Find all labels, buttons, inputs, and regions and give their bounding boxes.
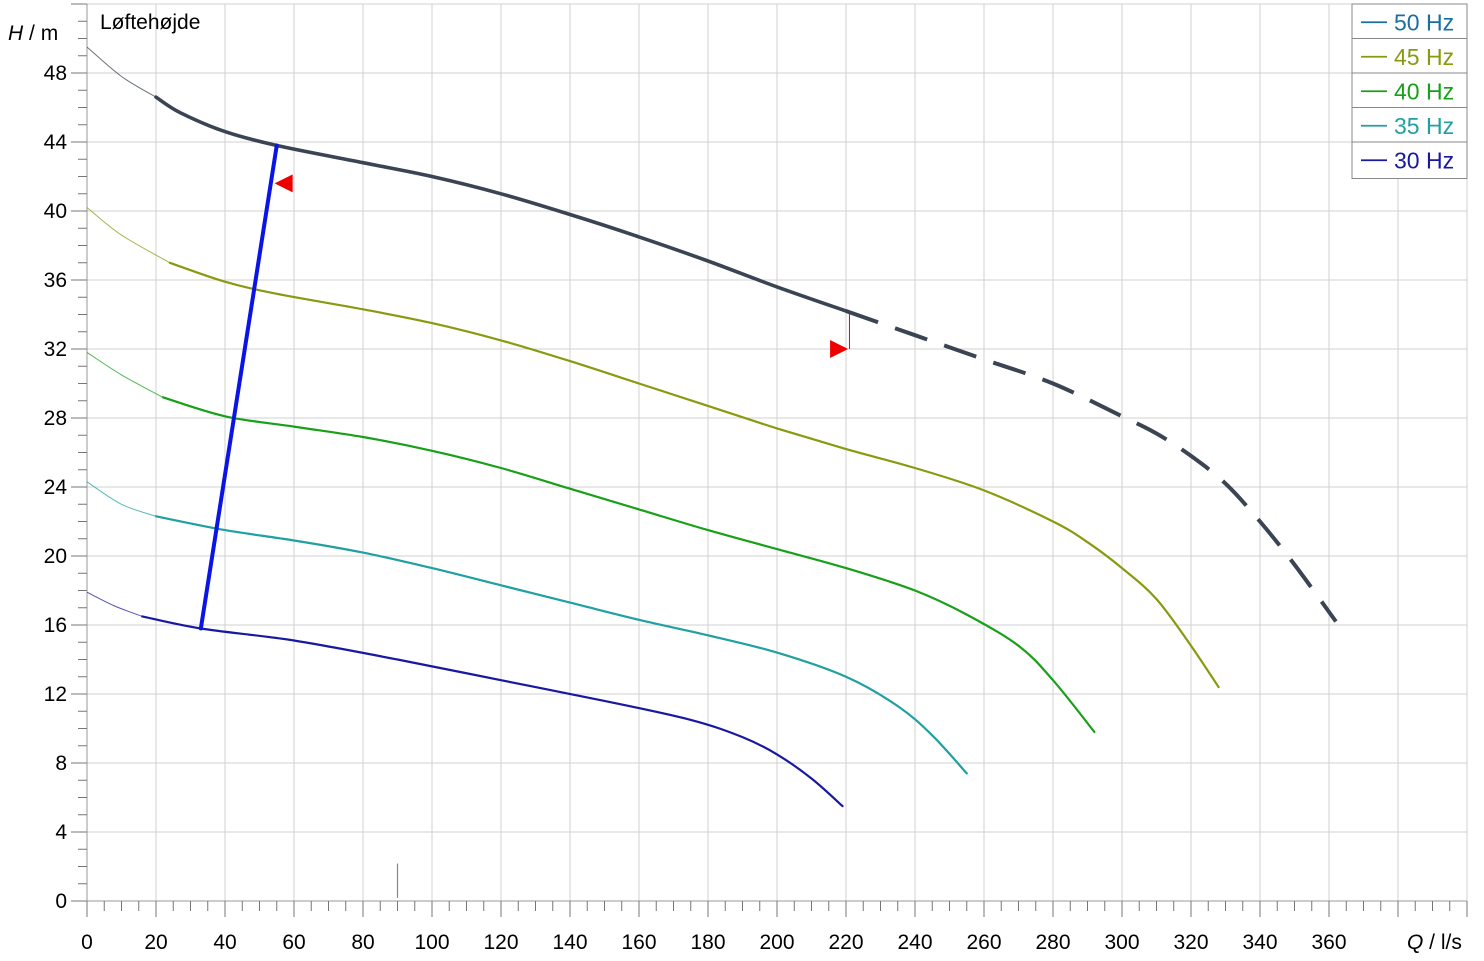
curve-leadin-30-hz: [86, 591, 143, 617]
y-tick-label: 32: [44, 338, 67, 361]
x-tick-label: 300: [1104, 931, 1139, 954]
x-tick-label: 140: [552, 931, 587, 954]
legend-label-40-hz: 40 Hz: [1394, 78, 1454, 104]
curve-leadin-35-hz: [86, 481, 157, 517]
y-tick-label: 44: [44, 131, 68, 154]
x-tick-label: 160: [621, 931, 656, 954]
legend-label-35-hz: 35 Hz: [1394, 113, 1454, 139]
y-axis-unit: m: [41, 22, 59, 45]
y-tick-label: 48: [44, 62, 67, 85]
curve-leadin-45-hz: [86, 207, 171, 264]
y-axis-separator: /: [23, 22, 41, 45]
y-tick-label: 40: [44, 200, 67, 223]
x-tick-label: 220: [828, 931, 863, 954]
x-tick-label: 360: [1311, 931, 1346, 954]
x-tick-label: 80: [351, 931, 374, 954]
legend: 50 Hz 45 Hz 40 Hz 35 Hz 30 Hz: [1351, 3, 1468, 179]
x-axis-label: Q / l/s: [1407, 931, 1462, 954]
x-tick-label: 320: [1173, 931, 1208, 954]
marker-triangle-right: [830, 340, 849, 358]
legend-label-45-hz: 45 Hz: [1394, 44, 1454, 70]
x-tick-label: 120: [483, 931, 518, 954]
y-tick-label: 8: [55, 752, 67, 775]
x-axis-symbol: Q: [1407, 931, 1423, 954]
curve-extrapolated-50-hz: [845, 309, 1338, 623]
curve-45-hz: [168, 261, 1220, 689]
y-tick-label: 28: [44, 407, 67, 430]
curve-leadin-40-hz: [86, 351, 164, 398]
operating-range-line: [198, 143, 279, 631]
y-tick-label: 4: [55, 821, 67, 844]
curves: [86, 46, 1338, 808]
grid-major: [86, 3, 1468, 902]
x-axis-separator: /: [1423, 931, 1441, 954]
x-tick-label: 40: [213, 931, 236, 954]
curve-35-hz: [154, 515, 968, 775]
x-axis-unit: l/s: [1441, 931, 1462, 954]
overlay-marks: [198, 143, 850, 898]
x-tick-label: 180: [690, 931, 725, 954]
curve-50-hz: [154, 95, 848, 313]
x-tick-label: 340: [1242, 931, 1277, 954]
curve-40-hz: [161, 396, 1096, 734]
axes: [71, 3, 1468, 917]
y-tick-label: 24: [44, 476, 68, 499]
x-tick-label: 60: [282, 931, 305, 954]
chart-title: Løftehøjde: [100, 11, 200, 34]
y-axis-label: H / m: [8, 22, 58, 45]
x-tick-label: 100: [414, 931, 449, 954]
x-tick-label: 260: [966, 931, 1001, 954]
curve-30-hz: [141, 615, 844, 808]
x-tick-labels: 0 20 40 60 80 100 120 140 160 180 200 220 240 260 280 3…: [81, 931, 1346, 954]
curve-leadin-50-hz: [86, 46, 157, 98]
y-tick-label: 12: [44, 683, 67, 706]
x-tick-label: 0: [81, 931, 93, 954]
y-tick-label: 36: [44, 269, 67, 292]
x-tick-label: 200: [759, 931, 794, 954]
marker-triangle-left: [274, 174, 293, 193]
x-tick-label: 20: [144, 931, 167, 954]
y-axis-symbol: H: [8, 22, 24, 45]
x-tick-label: 240: [897, 931, 932, 954]
y-tick-label: 0: [55, 890, 67, 913]
x-tick-label: 280: [1035, 931, 1070, 954]
legend-label-50-hz: 50 Hz: [1394, 9, 1454, 35]
y-tick-label: 20: [44, 545, 67, 568]
y-tick-label: 16: [44, 614, 67, 637]
legend-label-30-hz: 30 Hz: [1394, 147, 1454, 173]
